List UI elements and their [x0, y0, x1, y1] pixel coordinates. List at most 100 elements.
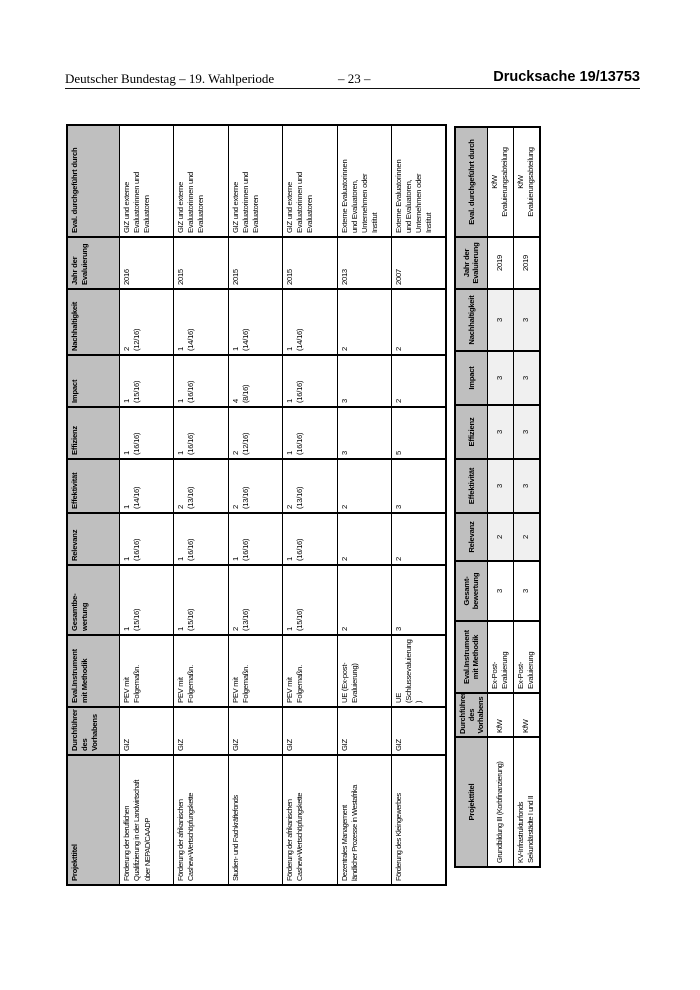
cell-effizienz: 1 (16/16): [173, 407, 228, 459]
cell-effizienz: 2 (12/16): [228, 407, 282, 459]
cell-nachhaltigkeit: 2: [337, 289, 391, 355]
evaluation-table-giz: Projekttitel Durchführer des Vorhabens E…: [66, 124, 447, 886]
cell-nachhaltigkeit: 3: [487, 289, 513, 351]
cell-gesamtbewertung: 2: [337, 565, 391, 635]
cell-projekttitel: Förderung der afrikanischen Cashew-Werts…: [282, 755, 337, 885]
cell-effektivitaet: 3: [487, 459, 513, 513]
cell-relevanz: 2: [391, 513, 446, 565]
cell-eval-durch: GIZ und externe Evaluatorinnen und Evalu…: [282, 125, 337, 237]
col-header-durchfuehrer: Durchführer des Vorhabens: [67, 707, 119, 755]
col-header-projekttitel: Projekttitel: [67, 755, 119, 885]
cell-jahr: 2007: [391, 237, 446, 289]
cell-effizienz: 1 (16/16): [119, 407, 173, 459]
cell-instrument: PEV mit Folgemaßn.: [282, 635, 337, 707]
col-header-durchfuehrer: Durchführer des Vorhabens: [455, 693, 487, 737]
col-header-impact: Impact: [67, 355, 119, 407]
header-rule: [65, 88, 640, 89]
rotated-table-area: Projekttitel Durchführer des Vorhabens E…: [66, 124, 646, 886]
cell-durchfuehrer: GIZ: [337, 707, 391, 755]
col-header-instrument: Eval.Instrument mit Methodik: [67, 635, 119, 707]
col-header-jahr: Jahr der Evaluierung: [67, 237, 119, 289]
cell-projekttitel: Förderung des Kleingewerbes: [391, 755, 446, 885]
cell-eval-durch: GIZ und externe Evaluatorinnen und Evalu…: [119, 125, 173, 237]
cell-instrument: UE (Schlussevaluierung ): [391, 635, 446, 707]
table-row: Förderung der afrikanischen Cashew-Werts…: [282, 125, 337, 885]
cell-gesamtbewertung: 1 (15/16): [173, 565, 228, 635]
table2-header-row: Projekttitel Durchführer des Vorhabens E…: [455, 127, 487, 867]
col-header-relevanz: Relevanz: [67, 513, 119, 565]
cell-jahr: 2019: [513, 237, 540, 289]
cell-effektivitaet: 2 (13/16): [282, 459, 337, 513]
col-header-jahr: Jahr der Evaluierung: [455, 237, 487, 289]
cell-jahr: 2013: [337, 237, 391, 289]
cell-jahr: 2016: [119, 237, 173, 289]
cell-jahr: 2015: [228, 237, 282, 289]
cell-durchfuehrer: GIZ: [391, 707, 446, 755]
cell-projekttitel: Förderung der beruflichen Qualifizierung…: [119, 755, 173, 885]
cell-nachhaltigkeit: 1 (14/16): [228, 289, 282, 355]
table-row: Förderung des Kleingewerbes GIZ UE (Schl…: [391, 125, 446, 885]
drucksache-number: 19/13753: [579, 69, 640, 85]
cell-impact: 1 (16/16): [282, 355, 337, 407]
cell-instrument: Ex-Post-Evaluierung: [513, 621, 540, 693]
evaluation-table-kfw: Projekttitel Durchführer des Vorhabens E…: [454, 126, 541, 868]
table-row: Förderung der beruflichen Qualifizierung…: [119, 125, 173, 885]
rotated-content: Projekttitel Durchführer des Vorhabens E…: [66, 124, 646, 886]
cell-effektivitaet: 2 (13/16): [228, 459, 282, 513]
cell-instrument: PEV mit Folgemaßn.: [173, 635, 228, 707]
col-header-instrument: Eval.Instrument mit Methodik: [455, 621, 487, 693]
cell-instrument: UE (Ex-post- Evaluierung): [337, 635, 391, 707]
cell-effektivitaet: 1 (14/16): [119, 459, 173, 513]
cell-relevanz: 2: [513, 513, 540, 561]
table-row: Förderung der afrikanischen Cashew-Werts…: [173, 125, 228, 885]
cell-durchfuehrer: GIZ: [228, 707, 282, 755]
cell-impact: 2: [391, 355, 446, 407]
cell-durchfuehrer: GIZ: [119, 707, 173, 755]
col-header-effizienz: Effizienz: [67, 407, 119, 459]
cell-effektivitaet: 3: [513, 459, 540, 513]
cell-effizienz: 3: [513, 405, 540, 459]
cell-projekttitel: Dezentrales Management ländlicher Prozes…: [337, 755, 391, 885]
cell-effektivitaet: 3: [391, 459, 446, 513]
col-header-effizienz: Effizienz: [455, 405, 487, 459]
cell-jahr: 2019: [487, 237, 513, 289]
table1-header-row: Projekttitel Durchführer des Vorhabens E…: [67, 125, 119, 885]
cell-nachhaltigkeit: 1 (14/16): [173, 289, 228, 355]
cell-eval-durch: Externe Evaluatorinnen und Evaluatoren, …: [337, 125, 391, 237]
cell-instrument: Ex-Post-Evaluierung: [487, 621, 513, 693]
cell-eval-durch: GIZ und externe Evaluatorinnen und Evalu…: [173, 125, 228, 237]
cell-effizienz: 5: [391, 407, 446, 459]
cell-impact: 1 (15/16): [119, 355, 173, 407]
col-header-eval-durch: Eval. durchgeführt durch: [455, 127, 487, 237]
cell-gesamtbewertung: 2 (13/16): [228, 565, 282, 635]
table-row: KV-Infrastrukturfonds Sekundärstädte I u…: [513, 127, 540, 867]
col-header-eval-durch: Eval. durchgeführt durch: [67, 125, 119, 237]
header-publication: Deutscher Bundestag – 19. Wahlperiode: [65, 71, 275, 86]
col-header-projekttitel: Projekttitel: [455, 737, 487, 867]
cell-instrument: PEV mit Folgemaßn.: [119, 635, 173, 707]
cell-eval-durch: Externe Evaluatorinnen und Evaluatoren, …: [391, 125, 446, 237]
cell-nachhaltigkeit: 2: [391, 289, 446, 355]
col-header-nachhaltigkeit: Nachhaltigkeit: [67, 289, 119, 355]
cell-impact: 3: [487, 351, 513, 405]
table-row: Dezentrales Management ländlicher Prozes…: [337, 125, 391, 885]
cell-eval-durch: KfW Evaluierungsabteilung: [487, 127, 513, 237]
col-header-nachhaltigkeit: Nachhaltigkeit: [455, 289, 487, 351]
col-header-gesamtbewertung: Gesamtbe- wertung: [67, 565, 119, 635]
cell-projekttitel: KV-Infrastrukturfonds Sekundärstädte I u…: [513, 737, 540, 867]
cell-gesamtbewertung: 1 (15/16): [282, 565, 337, 635]
cell-durchfuehrer: GIZ: [173, 707, 228, 755]
cell-nachhaltigkeit: 2 (12/16): [119, 289, 173, 355]
cell-nachhaltigkeit: 3: [513, 289, 540, 351]
col-header-impact: Impact: [455, 351, 487, 405]
cell-impact: 1 (16/16): [173, 355, 228, 407]
header-drucksache: Drucksache 19/13753: [493, 69, 640, 85]
cell-effizienz: 3: [487, 405, 513, 459]
cell-impact: 3: [513, 351, 540, 405]
col-header-relevanz: Relevanz: [455, 513, 487, 561]
cell-impact: 4 (8/16): [228, 355, 282, 407]
cell-effektivitaet: 2: [337, 459, 391, 513]
col-header-gesamtbewertung: Gesamt- bewertung: [455, 561, 487, 621]
cell-durchfuehrer: KfW: [513, 693, 540, 737]
cell-jahr: 2015: [173, 237, 228, 289]
